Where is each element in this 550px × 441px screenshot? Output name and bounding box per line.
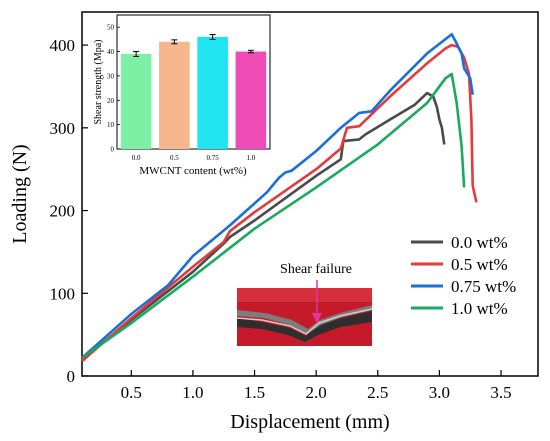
x-tick-label: 2.5 [367,383,388,402]
adhesive-highlight [236,308,373,335]
inset-x-tick-label: 1.0 [247,154,256,162]
x-tick-label: 1.5 [244,383,265,402]
adhesive-layer-lower [237,311,372,342]
inset-y-tick-label: 20 [107,97,115,105]
legend: 0.0 wt% 0.5 wt% 0.75 wt% 1.0 wt% [411,233,516,318]
inset-x-tick-label: 0.75 [207,154,220,162]
adhesive-layer-upper [237,305,372,334]
x-axis-label: Displacement (mm) [230,411,389,433]
legend-label-3: 1.0 wt% [451,299,508,318]
x-tick-label: 1.0 [182,383,203,402]
inset-bar-2 [197,36,228,149]
shear-failure-label: Shear failure [280,262,352,277]
x-tick-label: 3.0 [429,383,450,402]
inset-bar-1 [159,41,190,149]
shear-failure-photo [236,288,373,346]
series-line-3 [81,72,466,359]
y-tick-label: 0 [67,367,76,386]
inset-bars: 0.0 0.5 0.75 1.0 [120,33,267,162]
main-series-lines [81,33,478,363]
inset-x-tick-label: 0.0 [132,154,141,162]
x-tick-label: 0.5 [121,383,142,402]
inset-y-tick-label: 50 [107,24,115,32]
x-tick-label: 3.5 [490,383,511,402]
inset-y-tick-label: 10 [107,121,115,129]
inset-axes-ticks: 0 10 20 30 40 50 [107,24,120,154]
inset-y-axis-label: Shear strength (Mpa) [93,40,104,125]
y-tick-label: 400 [50,36,76,55]
y-tick-label: 100 [50,284,76,303]
y-axis-label: Loading (N) [9,144,31,243]
series-line-1 [81,43,478,363]
inset-y-tick-label: 0 [111,146,115,154]
y-tick-label: 200 [50,202,76,221]
inset-bar-3 [235,51,267,149]
legend-label-0: 0.0 wt% [451,233,508,252]
shear-failure-annotation: Shear failure [280,262,352,324]
y-tick-label: 300 [50,119,76,138]
series-line-2 [81,33,474,359]
inset-bar-0 [120,53,152,149]
inset-y-tick-label: 30 [107,72,115,80]
shear-failure-arrow-head [312,313,322,324]
x-tick-label: 2.0 [306,383,327,402]
photo-shade-top [237,288,372,302]
inset-y-tick-label: 40 [107,48,115,56]
legend-label-1: 0.5 wt% [451,255,508,274]
inset-bar-chart: 0 10 20 30 40 50 0.0 0.5 0.75 1.0 MWCNT content … [93,14,271,177]
legend-label-2: 0.75 wt% [451,277,516,296]
inset-x-tick-label: 0.5 [170,154,179,162]
inset-x-axis-label: MWCNT content (wt%) [139,165,247,177]
